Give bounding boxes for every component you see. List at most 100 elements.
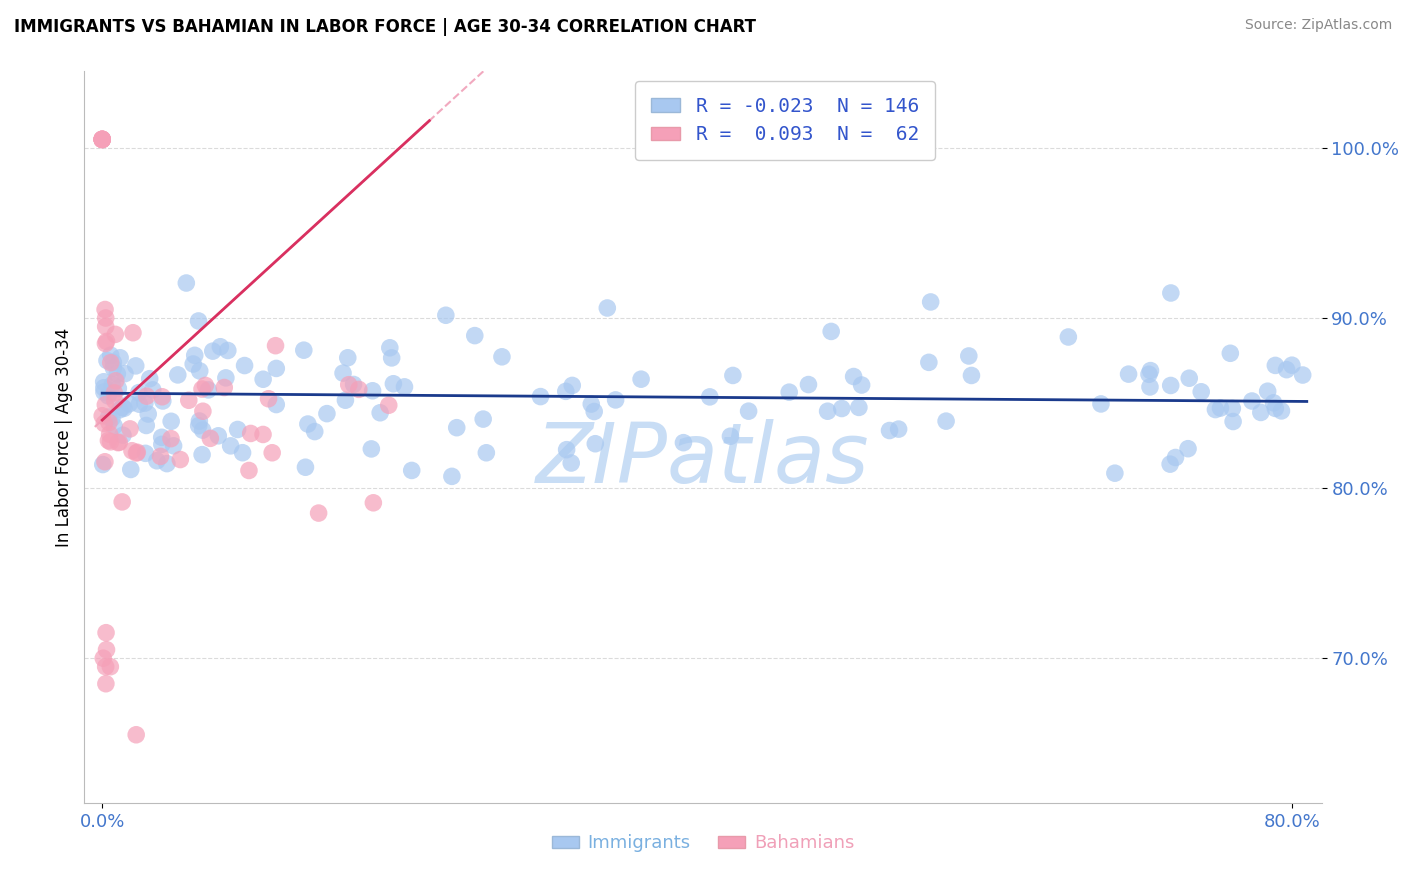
Point bbox=[142, 383, 165, 397]
Point bbox=[297, 417, 319, 431]
Point bbox=[107, 435, 129, 450]
Point bbox=[529, 390, 551, 404]
Point bbox=[127, 445, 149, 459]
Point bbox=[112, 401, 135, 416]
Point bbox=[605, 392, 627, 407]
Point bbox=[394, 380, 416, 394]
Point bbox=[316, 407, 339, 421]
Point bbox=[472, 412, 495, 426]
Point bbox=[475, 446, 498, 460]
Point bbox=[91, 132, 114, 146]
Point bbox=[842, 369, 865, 384]
Point bbox=[194, 378, 217, 392]
Point bbox=[491, 350, 513, 364]
Point bbox=[555, 442, 578, 457]
Point bbox=[381, 351, 404, 365]
Point bbox=[104, 327, 127, 342]
Point bbox=[935, 414, 957, 428]
Point bbox=[150, 437, 173, 451]
Point bbox=[252, 427, 274, 442]
Point bbox=[94, 398, 117, 412]
Point bbox=[134, 446, 156, 460]
Point bbox=[91, 132, 114, 146]
Point bbox=[103, 419, 125, 434]
Point bbox=[111, 428, 134, 442]
Point bbox=[105, 367, 128, 381]
Point bbox=[337, 377, 360, 392]
Point bbox=[1090, 397, 1112, 411]
Point bbox=[581, 397, 603, 411]
Point bbox=[104, 393, 127, 408]
Point bbox=[332, 366, 354, 380]
Point bbox=[97, 389, 120, 403]
Point bbox=[672, 435, 695, 450]
Point bbox=[128, 385, 150, 400]
Point bbox=[108, 435, 131, 450]
Point bbox=[264, 339, 287, 353]
Point bbox=[146, 454, 169, 468]
Point bbox=[1139, 380, 1161, 394]
Point bbox=[583, 404, 606, 418]
Point bbox=[737, 404, 759, 418]
Point bbox=[108, 402, 131, 417]
Point bbox=[217, 343, 239, 358]
Point bbox=[188, 414, 211, 428]
Point bbox=[1263, 396, 1285, 410]
Point bbox=[120, 462, 142, 476]
Point bbox=[226, 422, 249, 436]
Point bbox=[187, 314, 209, 328]
Point bbox=[150, 390, 173, 404]
Point bbox=[93, 384, 115, 399]
Point bbox=[960, 368, 983, 383]
Point bbox=[304, 425, 326, 439]
Text: ZIPatlas: ZIPatlas bbox=[536, 418, 870, 500]
Point bbox=[150, 430, 173, 444]
Point bbox=[440, 469, 463, 483]
Point bbox=[1204, 402, 1226, 417]
Point bbox=[1264, 401, 1286, 416]
Point bbox=[219, 439, 242, 453]
Point bbox=[114, 367, 136, 381]
Y-axis label: In Labor Force | Age 30-34: In Labor Force | Age 30-34 bbox=[55, 327, 73, 547]
Point bbox=[136, 407, 159, 421]
Text: Source: ZipAtlas.com: Source: ZipAtlas.com bbox=[1244, 18, 1392, 32]
Point bbox=[94, 336, 117, 351]
Point bbox=[97, 434, 120, 448]
Point bbox=[91, 651, 114, 665]
Point bbox=[207, 429, 229, 443]
Point bbox=[957, 349, 980, 363]
Point bbox=[96, 642, 118, 657]
Point bbox=[125, 728, 148, 742]
Point bbox=[1275, 362, 1298, 376]
Point bbox=[191, 448, 214, 462]
Point bbox=[93, 417, 115, 431]
Point bbox=[1264, 359, 1286, 373]
Point bbox=[98, 427, 121, 442]
Point bbox=[361, 384, 384, 398]
Point bbox=[294, 460, 316, 475]
Point bbox=[160, 432, 183, 446]
Point bbox=[347, 383, 370, 397]
Point bbox=[382, 376, 405, 391]
Point bbox=[91, 132, 114, 146]
Point bbox=[266, 361, 288, 376]
Point bbox=[98, 416, 121, 430]
Point bbox=[401, 463, 423, 477]
Point bbox=[104, 374, 127, 388]
Point bbox=[91, 458, 114, 472]
Point bbox=[98, 659, 121, 673]
Point bbox=[1220, 401, 1243, 416]
Point bbox=[561, 378, 583, 392]
Point bbox=[596, 301, 619, 315]
Point bbox=[1240, 394, 1263, 409]
Point bbox=[560, 456, 582, 470]
Point bbox=[111, 401, 134, 415]
Point bbox=[1137, 368, 1160, 382]
Point bbox=[1104, 466, 1126, 480]
Point bbox=[887, 422, 910, 436]
Point bbox=[100, 348, 122, 362]
Legend: Immigrants, Bahamians: Immigrants, Bahamians bbox=[544, 827, 862, 860]
Point bbox=[181, 357, 204, 371]
Point bbox=[191, 423, 214, 437]
Point bbox=[191, 382, 214, 396]
